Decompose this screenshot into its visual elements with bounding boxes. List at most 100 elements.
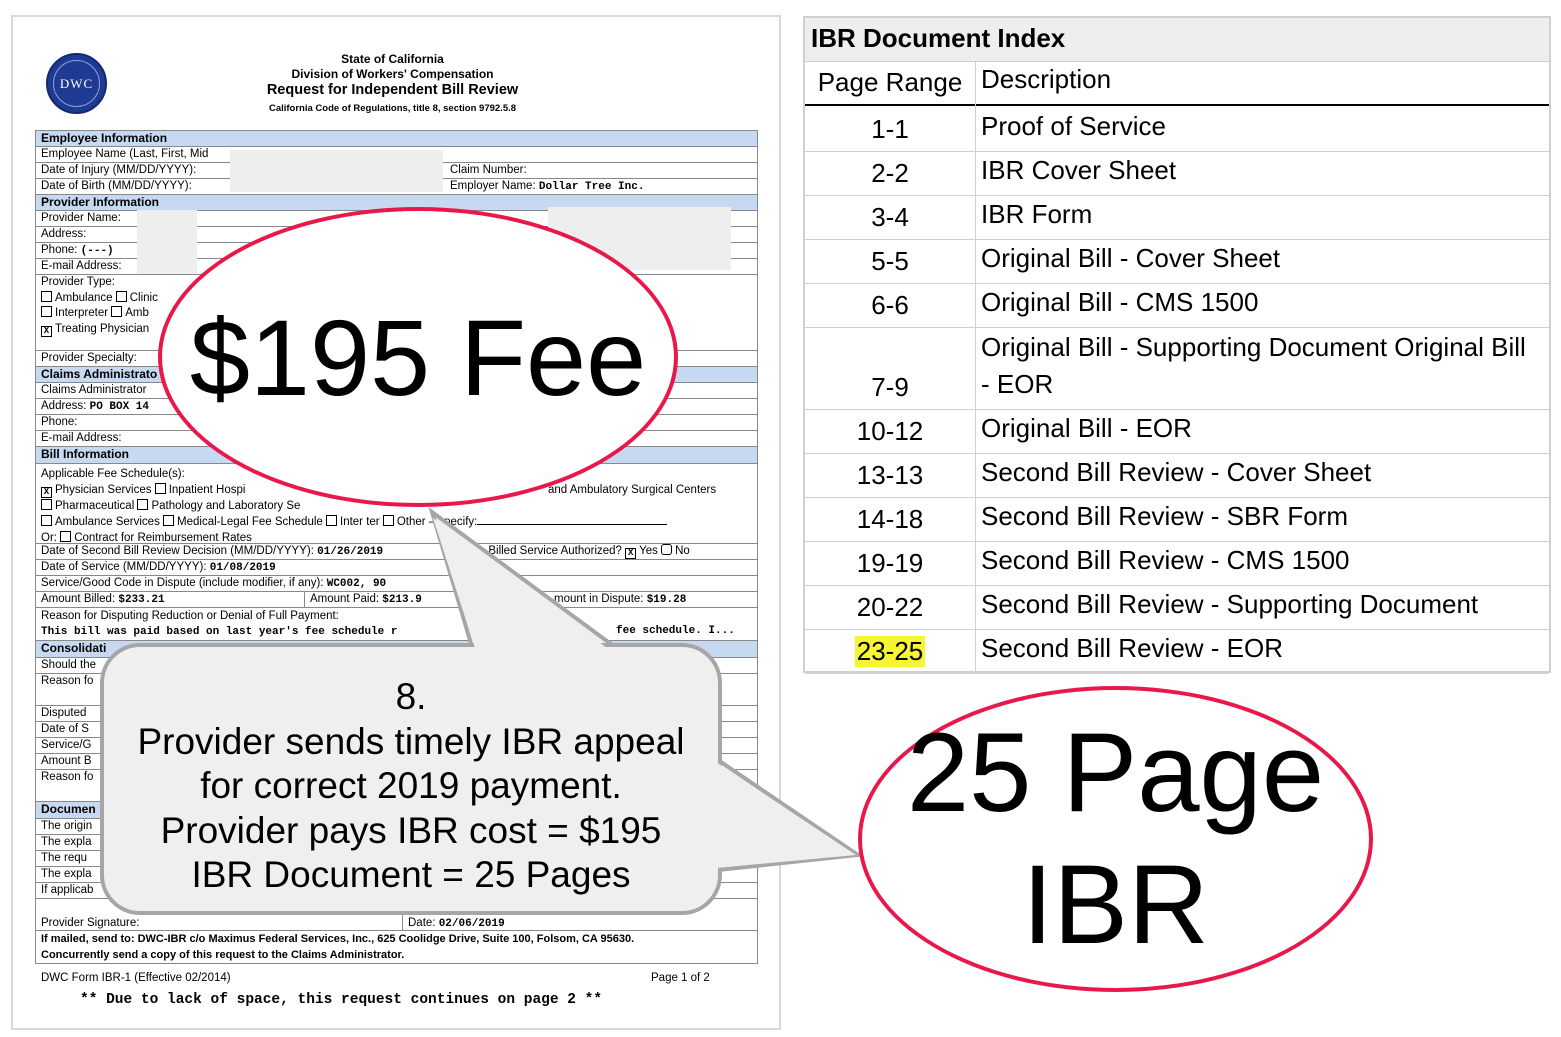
fee-ellipse: $195 Fee <box>158 207 678 507</box>
claim-number-label: Claim Number: <box>450 164 527 176</box>
callout-line: for correct 2019 payment. <box>200 765 622 806</box>
index-title: IBR Document Index <box>805 18 1549 62</box>
ibr-document-index: IBR Document Index Page Range Description… <box>803 16 1551 674</box>
checkbox-ambulance[interactable] <box>41 290 52 302</box>
employer-value: Dollar Tree Inc. <box>538 181 645 193</box>
label: Physician Services <box>55 484 152 496</box>
description: Proof of Service <box>981 111 1166 141</box>
signature-date: 02/06/2019 <box>438 918 505 930</box>
description: IBR Cover Sheet <box>981 155 1177 185</box>
label: Date: <box>408 917 436 929</box>
index-row: 5-5 Original Bill - Cover Sheet <box>805 240 1549 284</box>
dwc-logo: DWC <box>46 53 107 114</box>
pages-text: 25 Page <box>906 710 1325 835</box>
form-header-state: State of California <box>341 52 444 66</box>
label: Or: <box>41 532 57 544</box>
checkbox-physician-checked[interactable]: X <box>41 487 52 498</box>
pages-ellipse: 25 Page IBR <box>858 686 1373 992</box>
label: Clinic <box>129 291 158 304</box>
sbr-date-field[interactable]: Date of Second Bill Review Decision (MM/… <box>36 544 757 560</box>
callout-line: 8. <box>395 676 427 717</box>
page-range: 7-9 <box>871 372 909 402</box>
form-header-division: Division of Workers' Compensation <box>291 67 494 81</box>
checkbox-other[interactable] <box>382 515 394 526</box>
phone-value: (---) <box>80 245 114 257</box>
radio-yes-checked[interactable]: X <box>625 548 637 559</box>
description: Original Bill - CMS 1500 <box>981 287 1259 317</box>
label: Pathology and Laboratory Se <box>151 500 301 512</box>
date-of-birth-field[interactable]: Date of Birth (MM/DD/YYYY): Employer Name… <box>36 179 757 195</box>
label: as Billed Service Authorized? <box>473 545 622 557</box>
checkbox-treating-physician-checked[interactable]: X <box>41 325 52 337</box>
col-page-range: Page Range <box>817 67 963 97</box>
provider-type-label: Provider Type: <box>41 276 115 288</box>
page-range: 5-5 <box>871 246 909 276</box>
mailing-instructions: If mailed, send to: DWC-IBR c/o Maximus … <box>36 931 757 963</box>
checkbox-pathology[interactable] <box>137 499 149 510</box>
label: Treating Physician <box>55 322 150 335</box>
label: No <box>675 545 690 557</box>
label: Inter ter <box>340 516 380 528</box>
section-employee: Employee Information <box>36 131 757 147</box>
index-row: 10-12 Original Bill - EOR <box>805 410 1549 454</box>
index-row: 2-2 IBR Cover Sheet <box>805 152 1549 196</box>
label: Ambulance <box>55 291 113 304</box>
radio-no[interactable] <box>661 544 673 555</box>
label: Contract for Reimbursement Rates <box>74 532 252 544</box>
page-range: 6-6 <box>871 290 909 320</box>
description: Second Bill Review - CMS 1500 <box>981 545 1350 575</box>
checkbox-contract[interactable] <box>60 531 72 542</box>
label: Date of Injury (MM/DD/YYYY): <box>41 164 197 176</box>
redaction <box>230 150 443 192</box>
label: Date of Second Bill Review Decision (MM/… <box>41 545 314 557</box>
checkbox-interpreter[interactable] <box>326 515 337 526</box>
pages-text: IBR <box>1022 842 1209 967</box>
employer-label: Employer Name: <box>450 180 536 192</box>
page-range: 1-1 <box>871 114 909 144</box>
fee-text: $195 Fee <box>189 296 647 418</box>
label: Date of Service (MM/DD/YYYY): <box>41 561 207 573</box>
checkbox-amb[interactable] <box>111 306 123 317</box>
signature-row: Provider Signature: Date: 02/06/2019 <box>36 899 757 931</box>
index-row: 14-18 Second Bill Review - SBR Form <box>805 498 1549 542</box>
dos-value: 01/08/2019 <box>209 562 276 574</box>
checkbox-clinic[interactable] <box>115 290 127 302</box>
label: Pharmaceutical <box>55 500 135 512</box>
label: Amount Paid: <box>310 593 380 605</box>
page-range: 2-2 <box>871 158 909 188</box>
callout-box: 8. Provider sends timely IBR appeal for … <box>100 643 722 915</box>
checkbox-ambulance-services[interactable] <box>41 515 52 526</box>
label: Medical-Legal Fee Schedule <box>177 516 323 528</box>
description: Second Bill Review - EOR <box>981 633 1283 663</box>
page-range: 14-18 <box>856 504 924 534</box>
reason-field[interactable]: Reason for Disputing Reduction or Denial… <box>36 608 757 641</box>
checkbox-interpreter[interactable] <box>41 306 52 317</box>
index-row: 3-4 IBR Form <box>805 196 1549 240</box>
page-range: 3-4 <box>871 202 909 232</box>
checkbox-inpatient[interactable] <box>154 483 166 494</box>
signature-label: Provider Signature: <box>41 917 140 929</box>
checkbox-pharma[interactable] <box>41 499 52 510</box>
label: Interpreter <box>55 307 109 319</box>
form-regulation: California Code of Regulations, title 8,… <box>268 103 517 114</box>
sbr-date-value: 01/26/2019 <box>317 546 384 558</box>
label: Service/Good Code in Dispute (include mo… <box>41 577 324 589</box>
address-value: PO BOX 14 <box>89 401 150 413</box>
label: Ambulance Services <box>55 516 160 528</box>
date-of-service-field[interactable]: Date of Service (MM/DD/YYYY): 01/08/2019 <box>36 560 757 576</box>
form-title: Request for Independent Bill Review <box>266 82 519 98</box>
code-value: WC002, 90 <box>326 578 387 590</box>
index-row: 23-25 Second Bill Review - EOR <box>805 630 1549 674</box>
page-range: 10-12 <box>856 416 924 446</box>
label: Reason for Disputing Reduction or Denial… <box>41 610 339 622</box>
index-row: 13-13 Second Bill Review - Cover Sheet <box>805 454 1549 498</box>
col-description: Description <box>981 64 1112 94</box>
checkbox-medlegal[interactable] <box>163 515 175 526</box>
description: Second Bill Review - Cover Sheet <box>981 457 1372 487</box>
label: Amount Billed: <box>41 593 116 605</box>
label: Phone: <box>41 244 78 256</box>
callout-tail-up-fill <box>433 518 611 651</box>
service-code-field[interactable]: Service/Good Code in Dispute (include mo… <box>36 576 757 592</box>
label: Inpatient Hospi <box>168 484 246 496</box>
